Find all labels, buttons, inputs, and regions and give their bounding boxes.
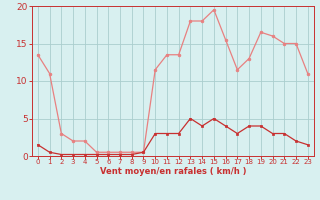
X-axis label: Vent moyen/en rafales ( km/h ): Vent moyen/en rafales ( km/h ) [100, 167, 246, 176]
